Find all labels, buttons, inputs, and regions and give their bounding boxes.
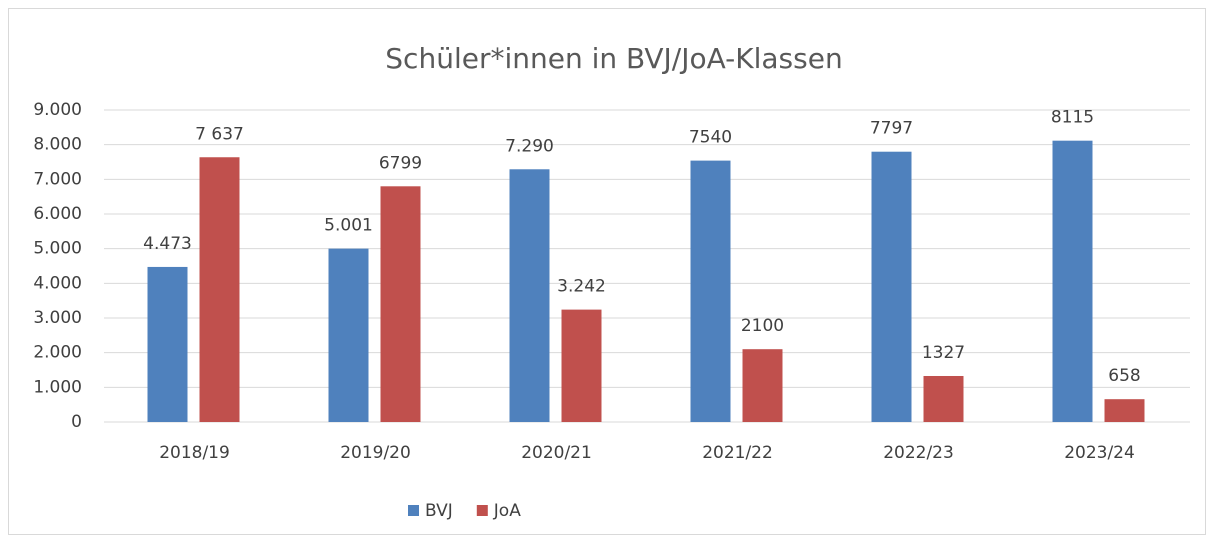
y-tick-label: 3.000 [33,308,82,328]
bar [742,349,783,422]
bar [690,160,731,422]
bar [199,157,240,422]
bar [380,186,421,422]
bar [147,266,188,422]
bar [328,248,369,422]
value-label: 4.473 [143,234,192,254]
bar [509,169,550,422]
value-label: 7.290 [505,136,554,156]
y-tick-label: 4.000 [33,273,82,293]
bar [871,151,912,423]
value-label: 5.001 [324,216,373,236]
value-label: 1327 [922,343,965,363]
value-label: 658 [1108,366,1140,386]
y-tick-label: 5.000 [33,239,82,259]
y-tick-label: 9.000 [33,100,82,120]
y-tick-label: 6.000 [33,204,82,224]
legend-label: BVJ [425,501,453,521]
x-tick-label: 2018/19 [159,443,230,463]
legend-label: JoA [493,501,521,521]
legend-swatch [408,505,419,516]
x-tick-label: 2021/22 [702,443,773,463]
legend-swatch [476,505,488,516]
value-label: 8115 [1051,108,1094,128]
y-tick-label: 2.000 [33,343,82,363]
value-label: 7 637 [195,124,244,144]
value-label: 7797 [870,119,913,139]
x-tick-label: 2022/23 [883,443,954,463]
y-tick-label: 8.000 [33,135,82,155]
value-label: 2100 [741,316,784,336]
x-tick-label: 2019/20 [340,443,411,463]
y-tick-label: 7.000 [33,169,82,189]
bar [1052,140,1093,422]
value-label: 6799 [379,153,422,173]
y-tick-label: 1.000 [33,377,82,397]
bar [923,375,964,422]
value-label: 7540 [689,128,732,148]
x-tick-label: 2020/21 [521,443,592,463]
chart-title: Schüler*innen in BVJ/JoA-Klassen [385,42,842,75]
y-tick-label: 0 [71,412,82,432]
bar [1104,399,1145,422]
value-label: 3.242 [557,277,606,297]
x-tick-label: 2023/24 [1064,443,1135,463]
bar [561,309,602,422]
